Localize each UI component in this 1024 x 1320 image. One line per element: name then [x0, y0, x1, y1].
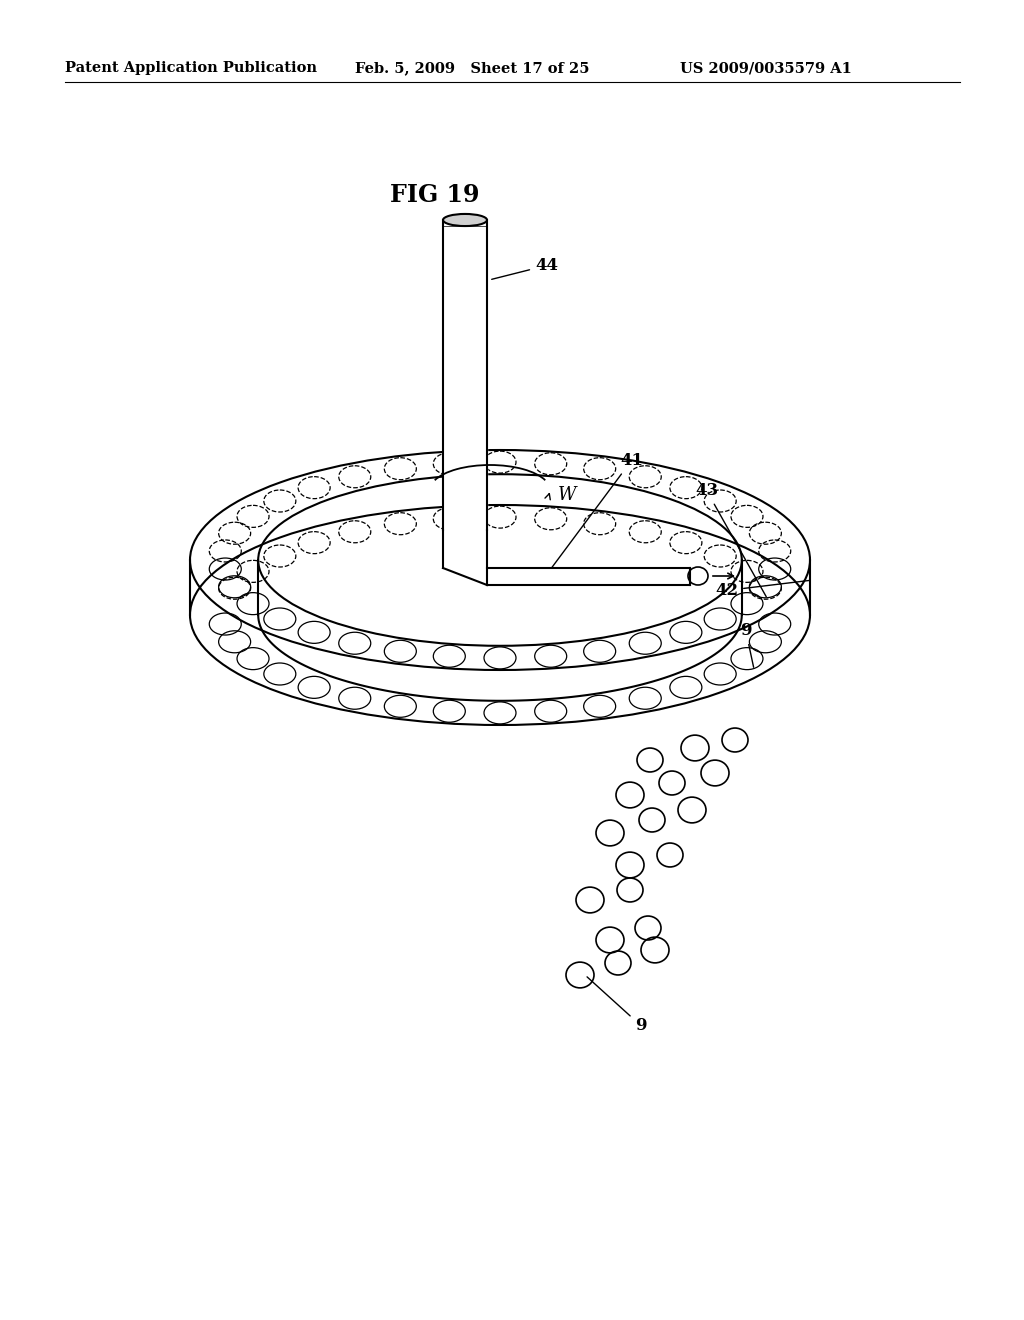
Text: 43: 43: [695, 482, 766, 597]
Text: 42: 42: [715, 581, 810, 599]
Ellipse shape: [258, 474, 741, 645]
Text: 44: 44: [492, 257, 558, 280]
Text: FIG 19: FIG 19: [390, 183, 479, 207]
Text: Patent Application Publication: Patent Application Publication: [65, 61, 317, 75]
Text: 9: 9: [587, 977, 646, 1034]
Text: 9: 9: [740, 622, 754, 668]
Text: W: W: [558, 486, 577, 504]
Text: 41: 41: [552, 451, 643, 568]
Text: Feb. 5, 2009   Sheet 17 of 25: Feb. 5, 2009 Sheet 17 of 25: [355, 61, 590, 75]
Text: US 2009/0035579 A1: US 2009/0035579 A1: [680, 61, 852, 75]
Ellipse shape: [443, 214, 487, 226]
